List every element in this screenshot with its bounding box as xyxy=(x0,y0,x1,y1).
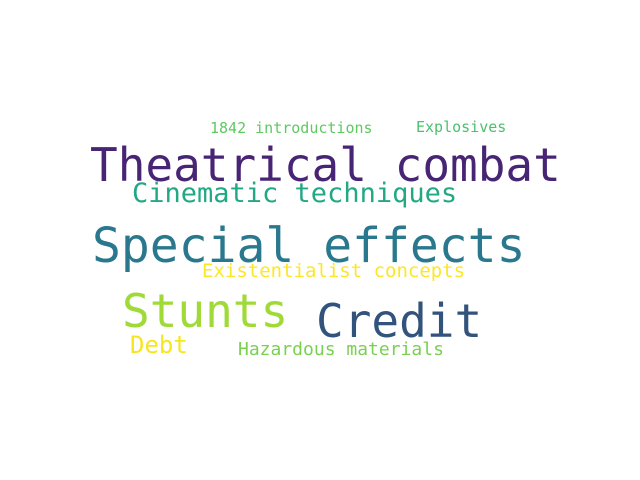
word-1842-introductions: 1842 introductions xyxy=(210,119,373,137)
word-existentialist-concepts: Existentialist concepts xyxy=(202,260,466,282)
word-cinematic-techniques: Cinematic techniques xyxy=(132,178,458,209)
word-explosives: Explosives xyxy=(416,118,507,136)
word-stunts: Stunts xyxy=(122,284,289,338)
word-debt: Debt xyxy=(130,331,188,359)
word-hazardous-materials: Hazardous materials xyxy=(238,339,444,360)
word-special-effects: Special effects xyxy=(92,218,526,274)
word-theatrical-combat: Theatrical combat xyxy=(90,138,561,192)
word-credit: Credit xyxy=(316,294,483,348)
